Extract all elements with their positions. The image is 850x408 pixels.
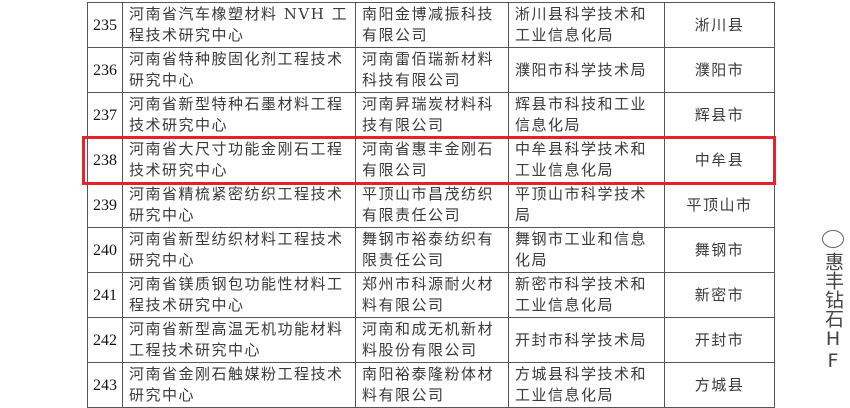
table-row: 241 河南省镁质钢包功能性材料工程技术研究中心 郑州市科源耐火材料有限公司 新密市科…	[87, 272, 775, 318]
table-row: 239 河南省精梳紧密纺织工程技术研究中心 平顶山市昌茂纺织有限责任公司 平顶山市科学…	[87, 182, 775, 228]
cell-dept: 方城县科学技术和工业信息化局	[508, 362, 665, 408]
cell-name: 河南省新型特种石墨材料工程技术研究中心	[122, 92, 356, 138]
table-row: 242 河南省新型高温无机功能材料工程技术研究中心 河南和成无机新材料股份有限公司开…	[87, 317, 775, 363]
cell-dept: 淅川县科学技术和工业信息化局	[508, 2, 665, 48]
cell-city: 方城县	[664, 362, 775, 408]
cell-dept: 辉县市科技和工业信息化局	[508, 92, 665, 138]
cell-org: 舞钢市裕泰纺织有限责任公司	[355, 227, 509, 273]
cell-name: 河南省金刚石触媒粉工程技术研究中心	[122, 362, 356, 408]
cell-city: 舞钢市	[664, 227, 775, 273]
cell-num: 237	[87, 92, 123, 138]
table-row: 240 河南省新型纺织材料工程技术研究中心 舞钢市裕泰纺织有限责任公司 舞钢市工业和信…	[87, 227, 775, 273]
cell-city: 中牟县	[664, 137, 775, 183]
table-row: 238 河南省大尺寸功能金刚石工程技术研究中心 河南省惠丰金刚石有限公司 中牟县科学技…	[87, 137, 775, 183]
cell-org: 南阳金博减振科技有限公司	[355, 2, 509, 48]
cell-num: 239	[87, 182, 123, 228]
cell-dept: 濮阳市科学技术局	[508, 47, 665, 93]
cell-city: 濮阳市	[664, 47, 775, 93]
table-row: 236 河南省特种胺固化剂工程技术研究中心 河南雷佰瑞新材料科技有限公司 濮阳市科学技…	[87, 47, 775, 93]
watermark: 惠丰钻石HF	[800, 230, 850, 372]
cell-num: 238	[87, 137, 123, 183]
cell-city: 新密市	[664, 272, 775, 318]
watermark-text: 惠丰钻石HF	[822, 252, 844, 372]
cell-dept: 中牟县科学技术和工业信息化局	[508, 137, 665, 183]
table-row: 237 河南省新型特种石墨材料工程技术研究中心 河南昇瑞炭材料科技有限公司 辉县市科技…	[87, 92, 775, 138]
cell-num: 236	[87, 47, 123, 93]
cell-name: 河南省精梳紧密纺织工程技术研究中心	[122, 182, 356, 228]
wechat-icon	[822, 230, 844, 248]
cell-name: 河南省镁质钢包功能性材料工程技术研究中心	[122, 272, 356, 318]
cell-city: 平顶山市	[664, 182, 775, 228]
table-row: 243 河南省金刚石触媒粉工程技术研究中心 南阳裕泰隆粉体材料有限公司 方城县科学技术…	[87, 362, 775, 408]
cell-dept: 开封市科学技术局	[508, 317, 665, 363]
cell-dept: 新密市科学技术和工业信息化局	[508, 272, 665, 318]
cell-name: 河南省大尺寸功能金刚石工程技术研究中心	[122, 137, 356, 183]
cell-name: 河南省特种胺固化剂工程技术研究中心	[122, 47, 356, 93]
table-row: 235 河南省汽车橡塑材料 NVH 工程技术研究中心 南阳金博减振科技有限公司 淅川县…	[87, 2, 775, 48]
cell-city: 辉县市	[664, 92, 775, 138]
cell-dept: 舞钢市工业和信息化局	[508, 227, 665, 273]
cell-num: 242	[87, 317, 123, 363]
cell-name: 河南省新型高温无机功能材料工程技术研究中心	[122, 317, 356, 363]
cell-num: 235	[87, 2, 123, 48]
cell-org: 南阳裕泰隆粉体材料有限公司	[355, 362, 509, 408]
cell-num: 243	[87, 362, 123, 408]
cell-num: 240	[87, 227, 123, 273]
cell-org: 平顶山市昌茂纺织有限责任公司	[355, 182, 509, 228]
cell-org: 河南昇瑞炭材料科技有限公司	[355, 92, 509, 138]
cell-name: 河南省新型纺织材料工程技术研究中心	[122, 227, 356, 273]
cell-city: 淅川县	[664, 2, 775, 48]
cell-city: 开封市	[664, 317, 775, 363]
cell-name: 河南省汽车橡塑材料 NVH 工程技术研究中心	[122, 2, 356, 48]
cell-num: 241	[87, 272, 123, 318]
cell-dept: 平顶山市科学技术局	[508, 182, 665, 228]
cell-org: 河南和成无机新材料股份有限公司	[355, 317, 509, 363]
cell-org: 郑州市科源耐火材料有限公司	[355, 272, 509, 318]
research-center-table: 235 河南省汽车橡塑材料 NVH 工程技术研究中心 南阳金博减振科技有限公司 淅川县…	[87, 2, 775, 408]
cell-org: 河南省惠丰金刚石有限公司	[355, 137, 509, 183]
cell-org: 河南雷佰瑞新材料科技有限公司	[355, 47, 509, 93]
